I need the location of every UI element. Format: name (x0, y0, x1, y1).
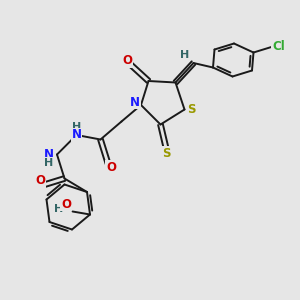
Text: H: H (72, 122, 81, 132)
Text: Cl: Cl (272, 40, 285, 53)
Text: S: S (187, 103, 195, 116)
Text: S: S (162, 147, 171, 160)
Text: O: O (61, 197, 71, 211)
Text: H: H (54, 203, 63, 214)
Text: H: H (44, 158, 53, 168)
Text: N: N (71, 128, 82, 142)
Text: O: O (122, 54, 132, 68)
Text: O: O (106, 160, 116, 174)
Text: H: H (181, 50, 190, 60)
Text: O: O (35, 174, 46, 188)
Text: N: N (130, 95, 140, 109)
Text: N: N (44, 148, 54, 161)
